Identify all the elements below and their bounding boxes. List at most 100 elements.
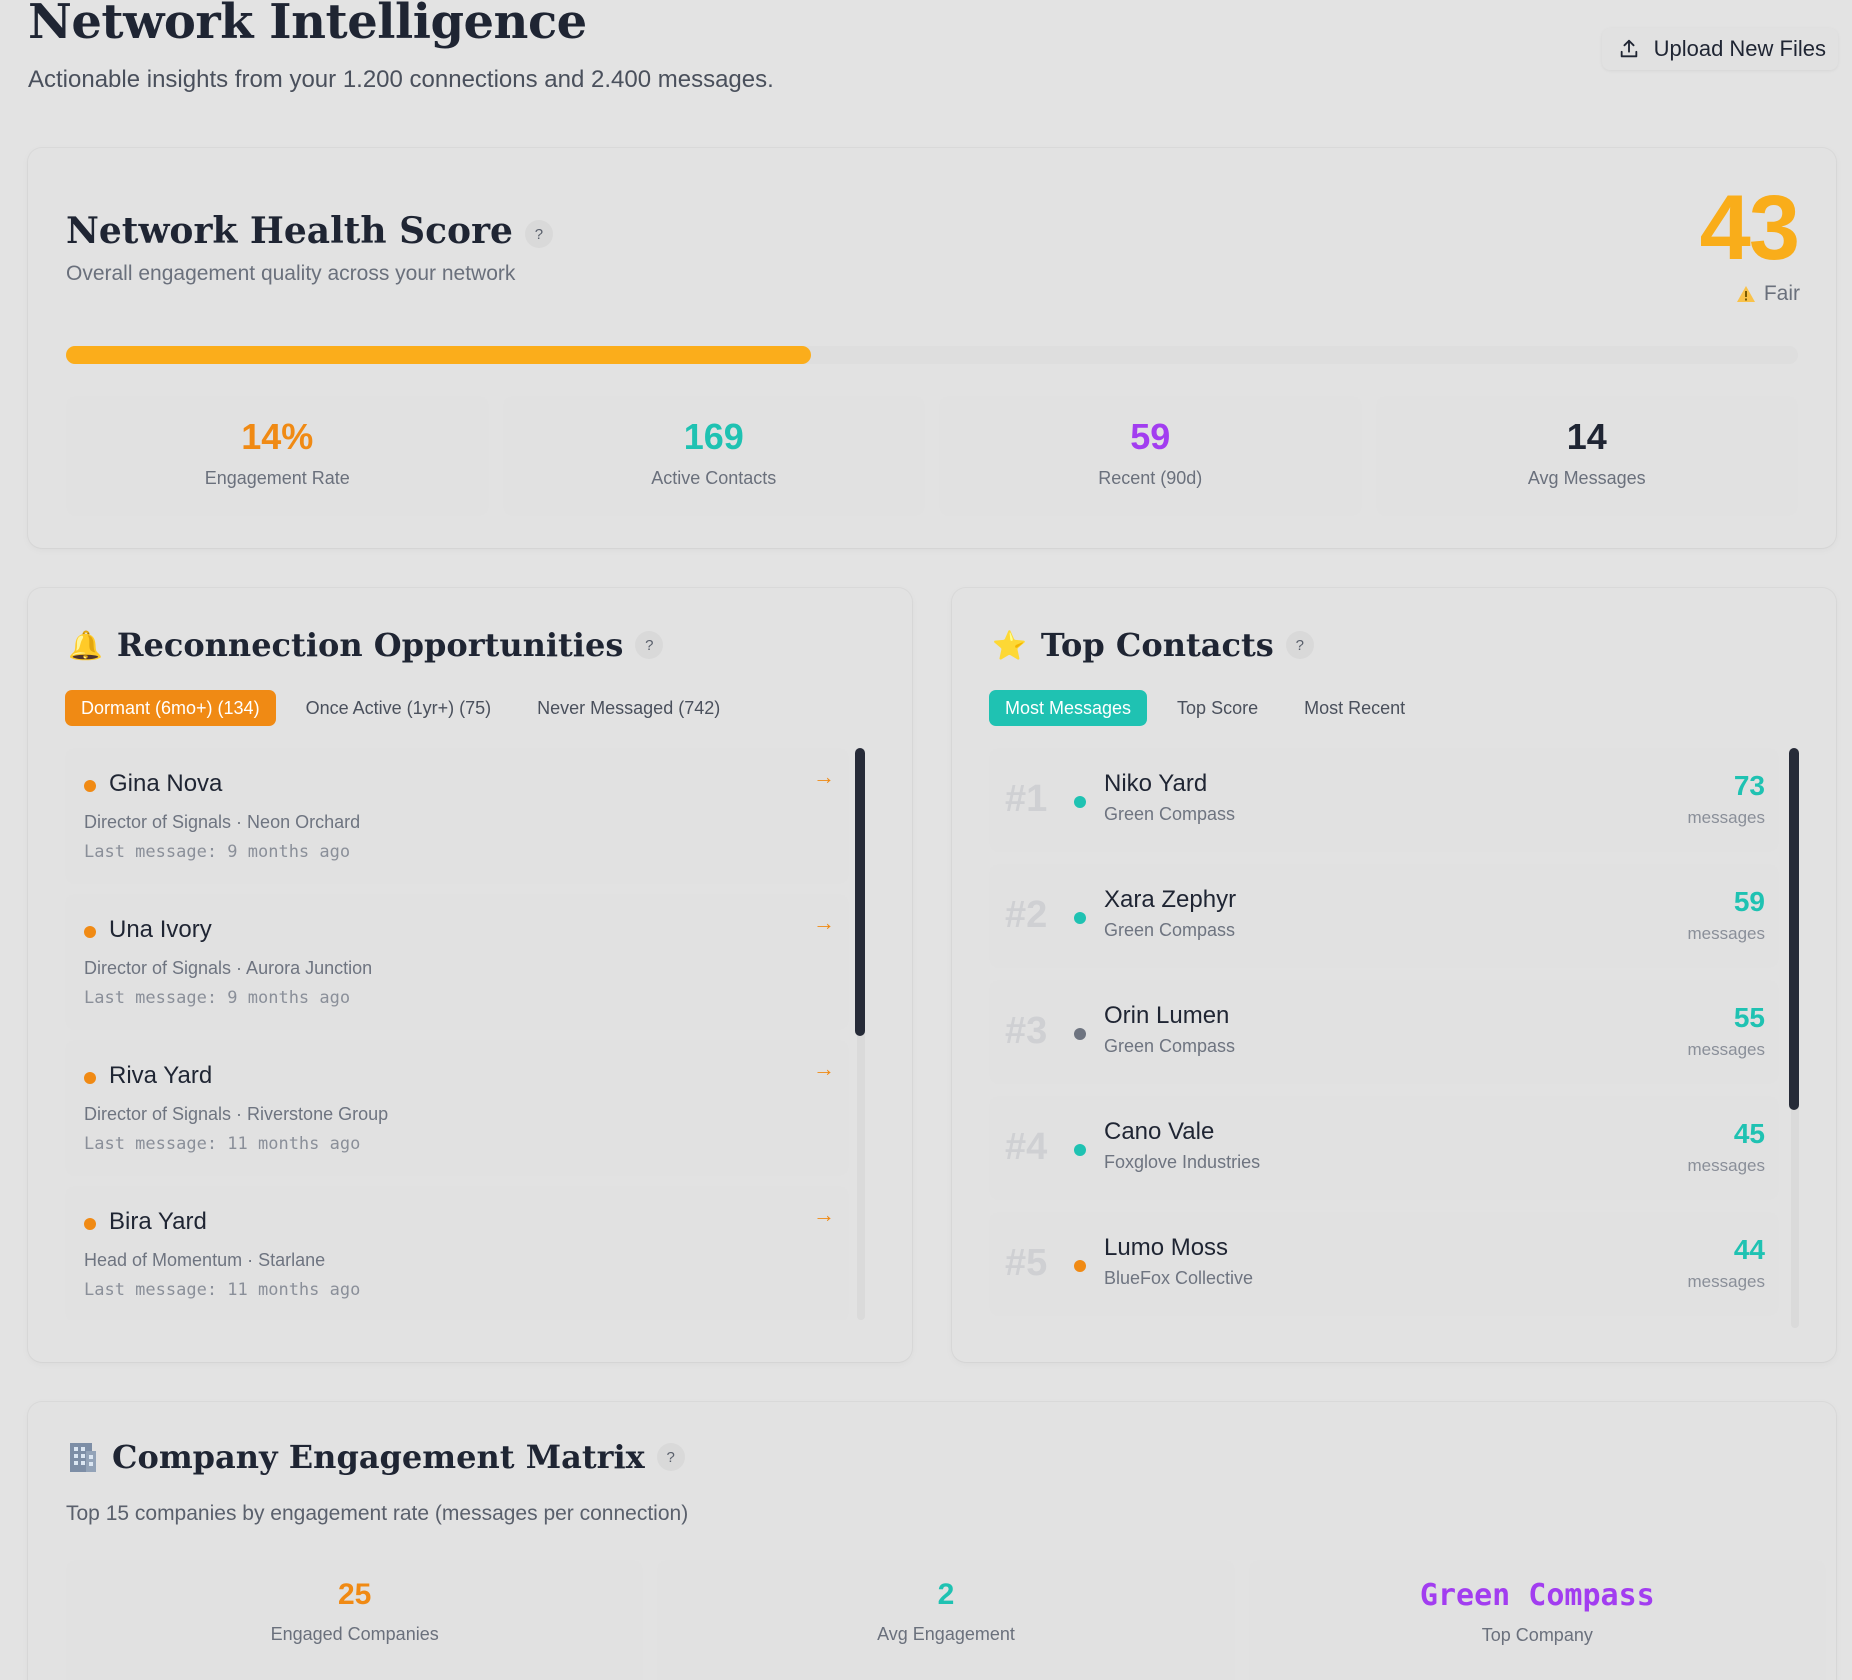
stat-recent-90d: 59 Recent (90d): [939, 396, 1362, 516]
status-dot: [1074, 1144, 1086, 1156]
contact-company: Green Compass: [1104, 804, 1236, 824]
rank: #2: [1005, 894, 1048, 936]
reconnect-list: Gina Nova Director of Signals · Neon Orc…: [65, 748, 865, 1320]
list-item[interactable]: Bira Yard Head of Momentum · Starlane La…: [65, 1186, 849, 1320]
stat-value: 2: [937, 1578, 955, 1611]
status-dot: [1074, 1260, 1086, 1272]
tab-once-active[interactable]: Once Active (1yr+) (75): [289, 690, 508, 726]
tab-most-messages[interactable]: Most Messages: [989, 690, 1148, 726]
status-dot: [84, 926, 96, 938]
reconnect-tabs: Dormant (6mo+) (134) Once Active (1yr+) …: [65, 690, 737, 726]
message-count: 55: [1733, 1002, 1765, 1033]
stat-label: Recent (90d): [1098, 468, 1203, 488]
contact-role: Head of Momentum · Starlane: [84, 1250, 326, 1270]
contact-name: Lumo Moss: [1104, 1234, 1229, 1261]
top-contacts-title: ⭐ Top Contacts ?: [992, 626, 1314, 664]
table-row[interactable]: #2 Xara Zephyr Green Compass 59 messages: [989, 864, 1779, 968]
status-dot: [1074, 1028, 1086, 1040]
health-stats: 14% Engagement Rate 169 Active Contacts …: [66, 396, 1798, 516]
arrow-right-icon[interactable]: →: [813, 764, 835, 789]
stat-value: 25: [337, 1578, 372, 1611]
message-count: 59: [1733, 886, 1765, 917]
matrix-help-icon[interactable]: ?: [656, 1443, 685, 1471]
arrow-right-icon[interactable]: →: [813, 910, 835, 935]
rank: #3: [1005, 1010, 1048, 1052]
stat-label: Engaged Companies: [270, 1624, 439, 1644]
health-status-label: Fair: [1763, 282, 1800, 305]
matrix-title: Company Engagement Matrix ?: [68, 1438, 685, 1476]
health-progress-fill: [66, 346, 811, 364]
warning-icon: [1736, 286, 1755, 302]
contact-name: Xara Zephyr: [1104, 886, 1237, 913]
stat-avg-messages: 14 Avg Messages: [1375, 396, 1798, 516]
table-row[interactable]: #3 Orin Lumen Green Compass 55 messages: [989, 980, 1779, 1084]
contact-name: Niko Yard: [1104, 770, 1208, 797]
tab-top-score[interactable]: Top Score: [1161, 690, 1275, 726]
contact-name: Orin Lumen: [1104, 1002, 1230, 1029]
message-unit: messages: [1687, 1272, 1765, 1291]
rank: #1: [1005, 778, 1048, 820]
health-subtitle: Overall engagement quality across your n…: [66, 262, 516, 285]
message-count: 45: [1733, 1118, 1765, 1149]
contact-name: Riva Yard: [109, 1062, 213, 1089]
health-progress-bar: [66, 346, 1798, 364]
page-title: Network Intelligence: [28, 0, 587, 50]
network-health-card: Network Health Score? Overall engagement…: [28, 148, 1836, 548]
page-subtitle: Actionable insights from your 1.200 conn…: [28, 66, 774, 93]
top-contacts-help-icon[interactable]: ?: [1285, 631, 1314, 659]
scrollbar-thumb[interactable]: [855, 748, 865, 1036]
last-message: Last message: 11 months ago: [84, 1134, 361, 1154]
stat-label: Avg Messages: [1527, 468, 1646, 488]
contact-role: Director of Signals · Neon Orchard: [84, 812, 361, 832]
stat-value: 169: [683, 416, 744, 457]
status-dot: [84, 1218, 96, 1230]
scrollbar-thumb[interactable]: [1789, 748, 1799, 1110]
message-count: 44: [1733, 1234, 1765, 1265]
stat-engagement-rate: 14% Engagement Rate: [66, 396, 489, 516]
list-item[interactable]: Una Ivory Director of Signals · Aurora J…: [65, 894, 849, 1030]
message-unit: messages: [1687, 1040, 1765, 1059]
message-unit: messages: [1687, 924, 1765, 943]
reconnect-help-icon[interactable]: ?: [635, 631, 664, 659]
tab-never-messaged[interactable]: Never Messaged (742): [521, 690, 737, 726]
last-message: Last message: 11 months ago: [84, 1280, 361, 1300]
top-contacts-title-text: Top Contacts: [1040, 626, 1274, 664]
rank: #5: [1005, 1242, 1048, 1284]
upload-label: Upload New Files: [1653, 36, 1826, 61]
arrow-right-icon[interactable]: →: [813, 1056, 835, 1081]
contact-company: Green Compass: [1104, 920, 1236, 940]
stat-active-contacts: 169 Active Contacts: [502, 396, 925, 516]
table-row[interactable]: #5 Lumo Moss BlueFox Collective 44 messa…: [989, 1212, 1779, 1316]
upload-new-files-button[interactable]: Upload New Files: [1601, 28, 1838, 70]
health-help-icon[interactable]: ?: [524, 220, 553, 248]
building-icon: [70, 1443, 96, 1472]
table-row[interactable]: #4 Cano Vale Foxglove Industries 45 mess…: [989, 1096, 1779, 1200]
top-contacts-list: #1 Niko Yard Green Compass 73 messages #…: [989, 748, 1799, 1328]
contact-name: Cano Vale: [1104, 1118, 1215, 1145]
list-item[interactable]: Riva Yard Director of Signals · Riversto…: [65, 1040, 849, 1176]
tab-dormant[interactable]: Dormant (6mo+) (134): [65, 690, 276, 726]
status-dot: [1074, 796, 1086, 808]
stat-label: Active Contacts: [651, 468, 777, 488]
reconnection-opportunities-card: 🔔 Reconnection Opportunities ? Dormant (…: [28, 588, 912, 1362]
contact-company: BlueFox Collective: [1104, 1268, 1254, 1288]
stat-top-company: Green Compass Top Company: [1248, 1560, 1826, 1680]
last-message: Last message: 9 months ago: [84, 988, 351, 1008]
health-score-value: 43: [1699, 177, 1800, 279]
status-dot: [84, 1072, 96, 1084]
top-contacts-card: ⭐ Top Contacts ? Most Messages Top Score…: [952, 588, 1836, 1362]
status-dot: [1074, 912, 1086, 924]
contact-role: Director of Signals · Riverstone Group: [84, 1104, 389, 1124]
tab-most-recent[interactable]: Most Recent: [1288, 690, 1422, 726]
contact-company: Foxglove Industries: [1104, 1152, 1261, 1172]
stat-value: 59: [1130, 416, 1171, 457]
list-item[interactable]: Gina Nova Director of Signals · Neon Orc…: [65, 748, 849, 884]
last-message: Last message: 9 months ago: [84, 842, 351, 862]
upload-icon: [1620, 39, 1637, 58]
matrix-title-text: Company Engagement Matrix: [112, 1438, 645, 1476]
table-row[interactable]: #1 Niko Yard Green Compass 73 messages: [989, 748, 1779, 852]
matrix-subtitle: Top 15 companies by engagement rate (mes…: [66, 1502, 689, 1525]
arrow-right-icon[interactable]: →: [813, 1202, 835, 1227]
stat-label: Avg Engagement: [877, 1624, 1015, 1644]
message-count: 73: [1733, 770, 1765, 801]
